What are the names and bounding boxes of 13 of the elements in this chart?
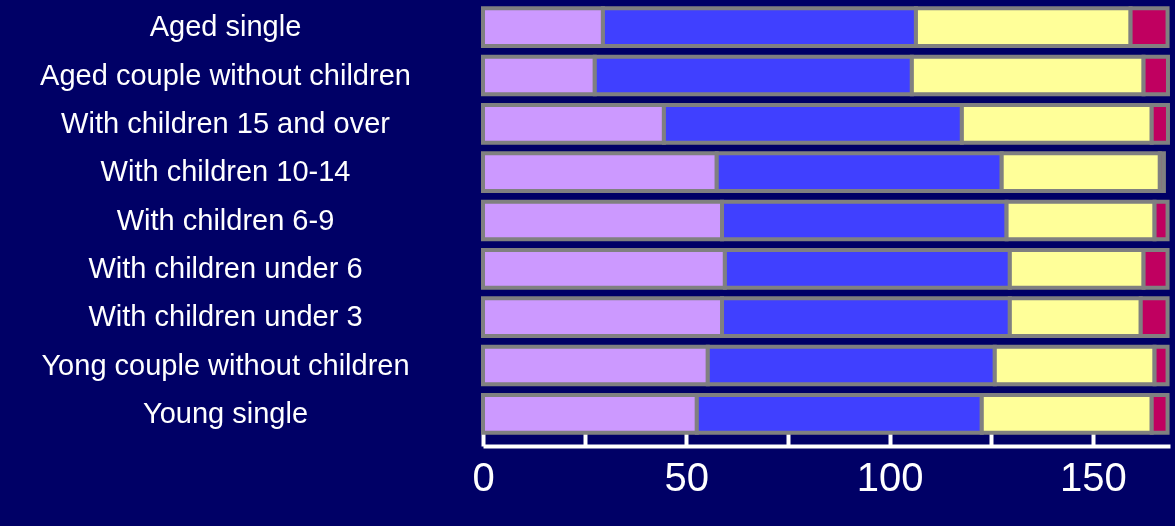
- y-tick-label: Aged single: [149, 10, 302, 43]
- y-tick-label: With children 15 and over: [61, 106, 391, 139]
- y-tick-label: Young single: [142, 396, 309, 429]
- x-tick-label: 150: [1059, 454, 1127, 499]
- y-tick-label: With children under 3: [88, 300, 363, 333]
- y-tick-label: Aged couple without children: [40, 58, 411, 91]
- x-tick-label: 0: [472, 454, 495, 499]
- y-tick-label: With children under 6: [88, 251, 363, 284]
- y-tick-label: With children 6-9: [116, 203, 335, 236]
- y-tick-label: Yong couple without children: [41, 348, 410, 381]
- x-tick-label: 100: [856, 454, 924, 499]
- x-tick-label: 50: [664, 454, 709, 499]
- y-tick-label: With children 10-14: [100, 155, 351, 188]
